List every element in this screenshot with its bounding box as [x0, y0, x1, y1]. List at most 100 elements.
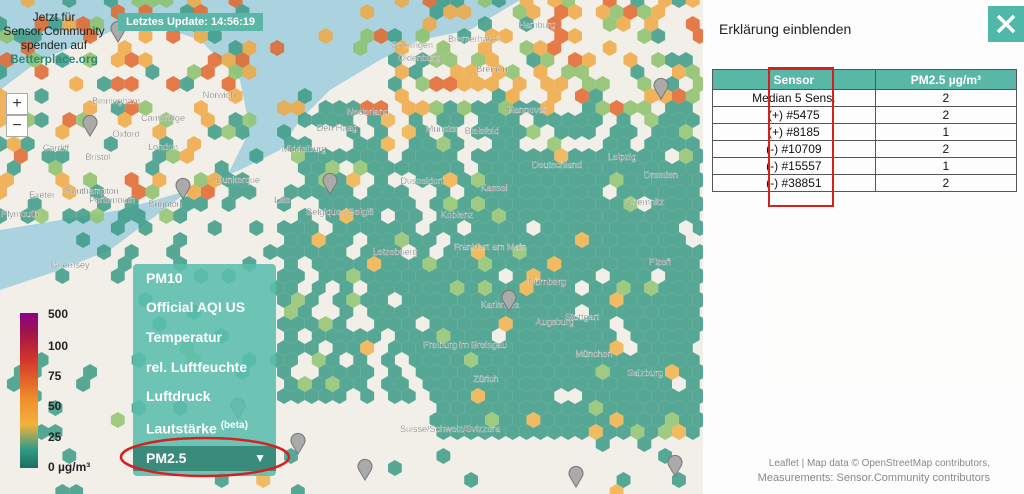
map[interactable]: Hamburg Groningen Bremerhaven Oldenburg Brem… — [0, 0, 703, 494]
donate-link[interactable]: Betterplace.org — [9, 52, 99, 66]
menu-option[interactable]: Official AQI US — [146, 299, 246, 315]
sensor-hex — [415, 364, 430, 380]
sensor-hex — [679, 412, 693, 428]
sensor-hex — [374, 148, 388, 164]
sensor-hex — [658, 352, 672, 368]
sensor-hex — [644, 304, 659, 320]
sensor-hex — [519, 424, 534, 440]
sensor-hex — [582, 196, 596, 212]
sensor-hex — [401, 292, 416, 308]
sensor-hex — [325, 376, 340, 392]
sensor-hex — [152, 124, 167, 140]
sensor-hex — [533, 232, 548, 248]
sensor-hex — [575, 400, 589, 416]
sensor-hex — [464, 280, 478, 296]
sensor-hex — [464, 208, 478, 224]
sensor-hex — [436, 0, 451, 8]
sensor-hex — [20, 136, 35, 152]
menu-option[interactable]: Luftdruck — [146, 388, 211, 404]
sensor-hex — [672, 112, 686, 128]
sensor-hex — [540, 364, 555, 380]
close-button[interactable] — [988, 6, 1024, 42]
sensor-hex — [637, 364, 652, 380]
sensor-hex — [588, 232, 603, 248]
sensor-hex — [353, 376, 368, 392]
sensor-hex — [588, 328, 603, 344]
sensor-hex — [582, 292, 596, 308]
menu-option[interactable]: Temperatur — [146, 329, 222, 345]
sensor-hex — [602, 280, 617, 296]
sensor-hex — [485, 100, 499, 116]
sensor-hex — [588, 280, 603, 296]
sensor-hex — [394, 328, 409, 344]
sensor-hex — [672, 304, 686, 320]
sensor-hex — [498, 196, 513, 212]
sensor-hex — [665, 316, 679, 332]
sensor-hex — [367, 184, 382, 200]
sensor-hex — [485, 148, 499, 164]
place-label: Deutschland — [532, 160, 582, 170]
sensor-hex — [367, 328, 382, 344]
sensor-hex — [401, 316, 416, 332]
sensor-hex — [630, 64, 645, 80]
sensor-hex — [623, 148, 638, 164]
sensor-hex — [665, 340, 679, 356]
sensor-hex — [526, 148, 541, 164]
sensor-hex — [533, 280, 548, 296]
sensor-hex — [360, 220, 375, 236]
menu-selected[interactable]: PM2.5 ▼ — [133, 446, 276, 471]
sensor-hex — [526, 100, 541, 116]
sensor-hex — [498, 364, 513, 380]
sensor-hex — [311, 352, 326, 368]
sensor-hex — [672, 232, 686, 248]
sensor-hex — [311, 160, 326, 176]
place-label: Augsburg — [536, 317, 575, 327]
sensor-hex — [325, 352, 340, 368]
sensor-hex — [83, 364, 97, 380]
header-row: Sensor PM2.5 µg/m³ — [712, 69, 1018, 90]
sensor-hex — [685, 400, 700, 416]
place-label: Karlsruhe — [481, 300, 520, 310]
sensor-hex — [415, 28, 430, 44]
sensor-hex — [297, 160, 312, 176]
sensor-hex — [332, 364, 347, 380]
sensor-hex — [637, 76, 652, 92]
sensor-hex — [582, 268, 596, 284]
sensor-hex — [311, 376, 326, 392]
sensor-hex — [332, 244, 347, 260]
sensor-hex — [637, 292, 652, 308]
menu-option[interactable]: Lautstärke (beta) — [146, 420, 248, 437]
sensor-hex — [623, 52, 638, 68]
sensor-hex — [339, 376, 354, 392]
panel-title[interactable]: Erklärung einblenden — [719, 21, 852, 37]
sensor-hex — [394, 160, 409, 176]
sensor-hex — [637, 436, 652, 452]
menu-option[interactable]: rel. Luftfeuchte — [146, 359, 248, 375]
sensor-hex — [422, 16, 437, 32]
zoom-in[interactable]: + — [6, 93, 28, 115]
sensor-hex — [685, 424, 700, 440]
sensor-hex — [346, 124, 361, 140]
sensor-hex — [505, 232, 520, 248]
sensor-hex — [291, 100, 305, 116]
sensor-hex — [685, 0, 700, 8]
sensor-hex — [367, 208, 382, 224]
sensor-hex — [540, 340, 555, 356]
sensor-hex — [582, 220, 596, 236]
sensor-hex — [505, 256, 520, 272]
sensor-hex — [568, 148, 582, 164]
sensor-hex — [221, 124, 236, 140]
sensor-hex — [478, 40, 492, 56]
table-cell: (+) #8185 — [712, 123, 876, 141]
sensor-hex — [381, 376, 395, 392]
sensor-hex — [429, 100, 444, 116]
sensor-hex — [498, 172, 513, 188]
sensor-hex — [498, 340, 513, 356]
zoom-out[interactable]: − — [6, 115, 28, 137]
sensor-hex — [547, 400, 562, 416]
sensor-hex — [457, 388, 472, 404]
menu-option[interactable]: PM10 — [146, 270, 183, 286]
sensor-hex — [644, 400, 659, 416]
sensor-hex — [401, 148, 416, 164]
sensor-hex — [526, 412, 541, 428]
